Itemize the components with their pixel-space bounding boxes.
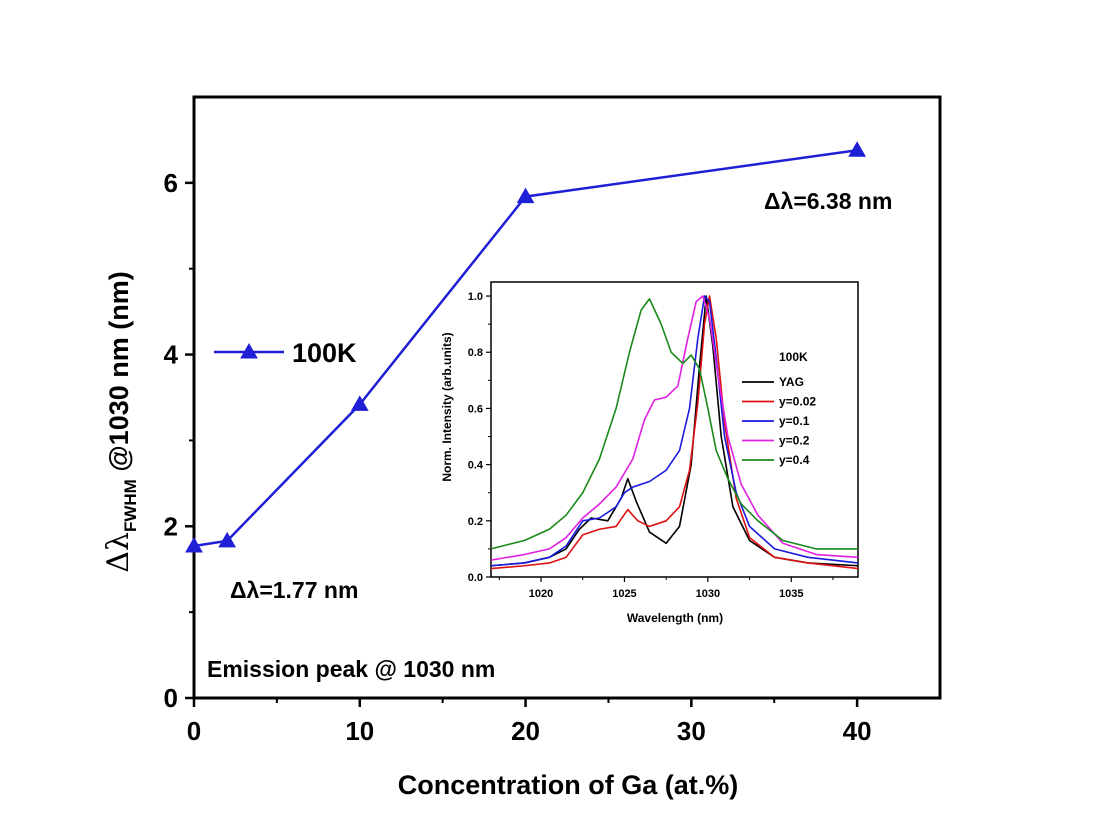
inset-y-axis-title: Norm. Intensity (arb.units) xyxy=(440,332,454,481)
inset-series-line xyxy=(490,295,859,570)
inset-legend-label: y=0.4 xyxy=(779,453,810,467)
inset-y-tick-label: 0.6 xyxy=(468,403,483,415)
inset-legend-label: y=0.2 xyxy=(779,434,810,448)
main-x-axis-title: Concentration of Ga (at.%) xyxy=(398,770,739,800)
inset-x-tick-label: 1020 xyxy=(529,588,553,600)
inset-legend-label: YAG xyxy=(779,375,804,389)
main-data-point xyxy=(848,141,866,157)
main-legend: 100K xyxy=(214,338,357,368)
main-legend-label: 100K xyxy=(292,338,357,368)
inset-legend: 100K YAG y=0.02 y=0.1 y=0.2 y=0.4 xyxy=(742,350,816,467)
main-x-tick-label: 10 xyxy=(345,716,374,746)
inset-y-tick-label: 1.0 xyxy=(468,291,483,303)
main-data-point xyxy=(350,395,369,411)
inset-legend-label: y=0.02 xyxy=(779,395,816,409)
main-y-tick-label: 4 xyxy=(164,340,179,370)
inset-series-line xyxy=(490,298,858,550)
inset-series-line xyxy=(490,295,859,567)
inset-x-tick-label: 1035 xyxy=(779,588,803,600)
inset-y-tick-label: 0.4 xyxy=(468,460,484,472)
main-y-tick-label: 0 xyxy=(164,683,178,713)
main-y-tick-label: 2 xyxy=(164,511,178,541)
main-data-point xyxy=(185,537,203,553)
main-series xyxy=(185,141,866,553)
main-y-axis-title: ΔλFWHM @1030 nm (nm) xyxy=(101,271,140,572)
inset-series-line xyxy=(490,295,859,561)
main-y-tick-label: 6 xyxy=(164,168,178,198)
main-plot-frame xyxy=(192,95,942,700)
main-x-tick-label: 20 xyxy=(511,716,540,746)
annotation-right-value: Δλ=6.38 nm xyxy=(764,188,892,214)
inset-x-tick-label: 1025 xyxy=(612,588,636,600)
inset-x-axis-title: Wavelength (nm) xyxy=(627,611,723,625)
main-x-tick-label: 30 xyxy=(677,716,706,746)
main-data-point xyxy=(218,531,237,548)
inset-series xyxy=(490,295,859,570)
inset-y-tick-label: 0.2 xyxy=(468,516,483,528)
main-x-tick-label: 0 xyxy=(187,716,201,746)
main-legend-marker xyxy=(240,342,258,359)
annotation-left-value: Δλ=1.77 nm xyxy=(230,577,358,603)
inset-y-tick-label: 0.8 xyxy=(468,347,483,359)
inset-axis-ticks xyxy=(486,295,834,582)
inset-x-tick-label: 1030 xyxy=(696,588,720,600)
main-data-point xyxy=(516,187,535,204)
main-x-tick-label: 40 xyxy=(843,716,872,746)
inset-tick-labels: 1020 1025 1030 1035 0.0 0.2 0.4 0.6 0.8 1.0 xyxy=(468,291,804,600)
inset-y-tick-label: 0.0 xyxy=(468,572,483,584)
inset-legend-label: y=0.1 xyxy=(779,414,810,428)
annotation-footer: Emission peak @ 1030 nm xyxy=(207,656,495,682)
main-axis-ticks xyxy=(185,181,859,707)
inset-legend-title: 100K xyxy=(779,350,808,364)
